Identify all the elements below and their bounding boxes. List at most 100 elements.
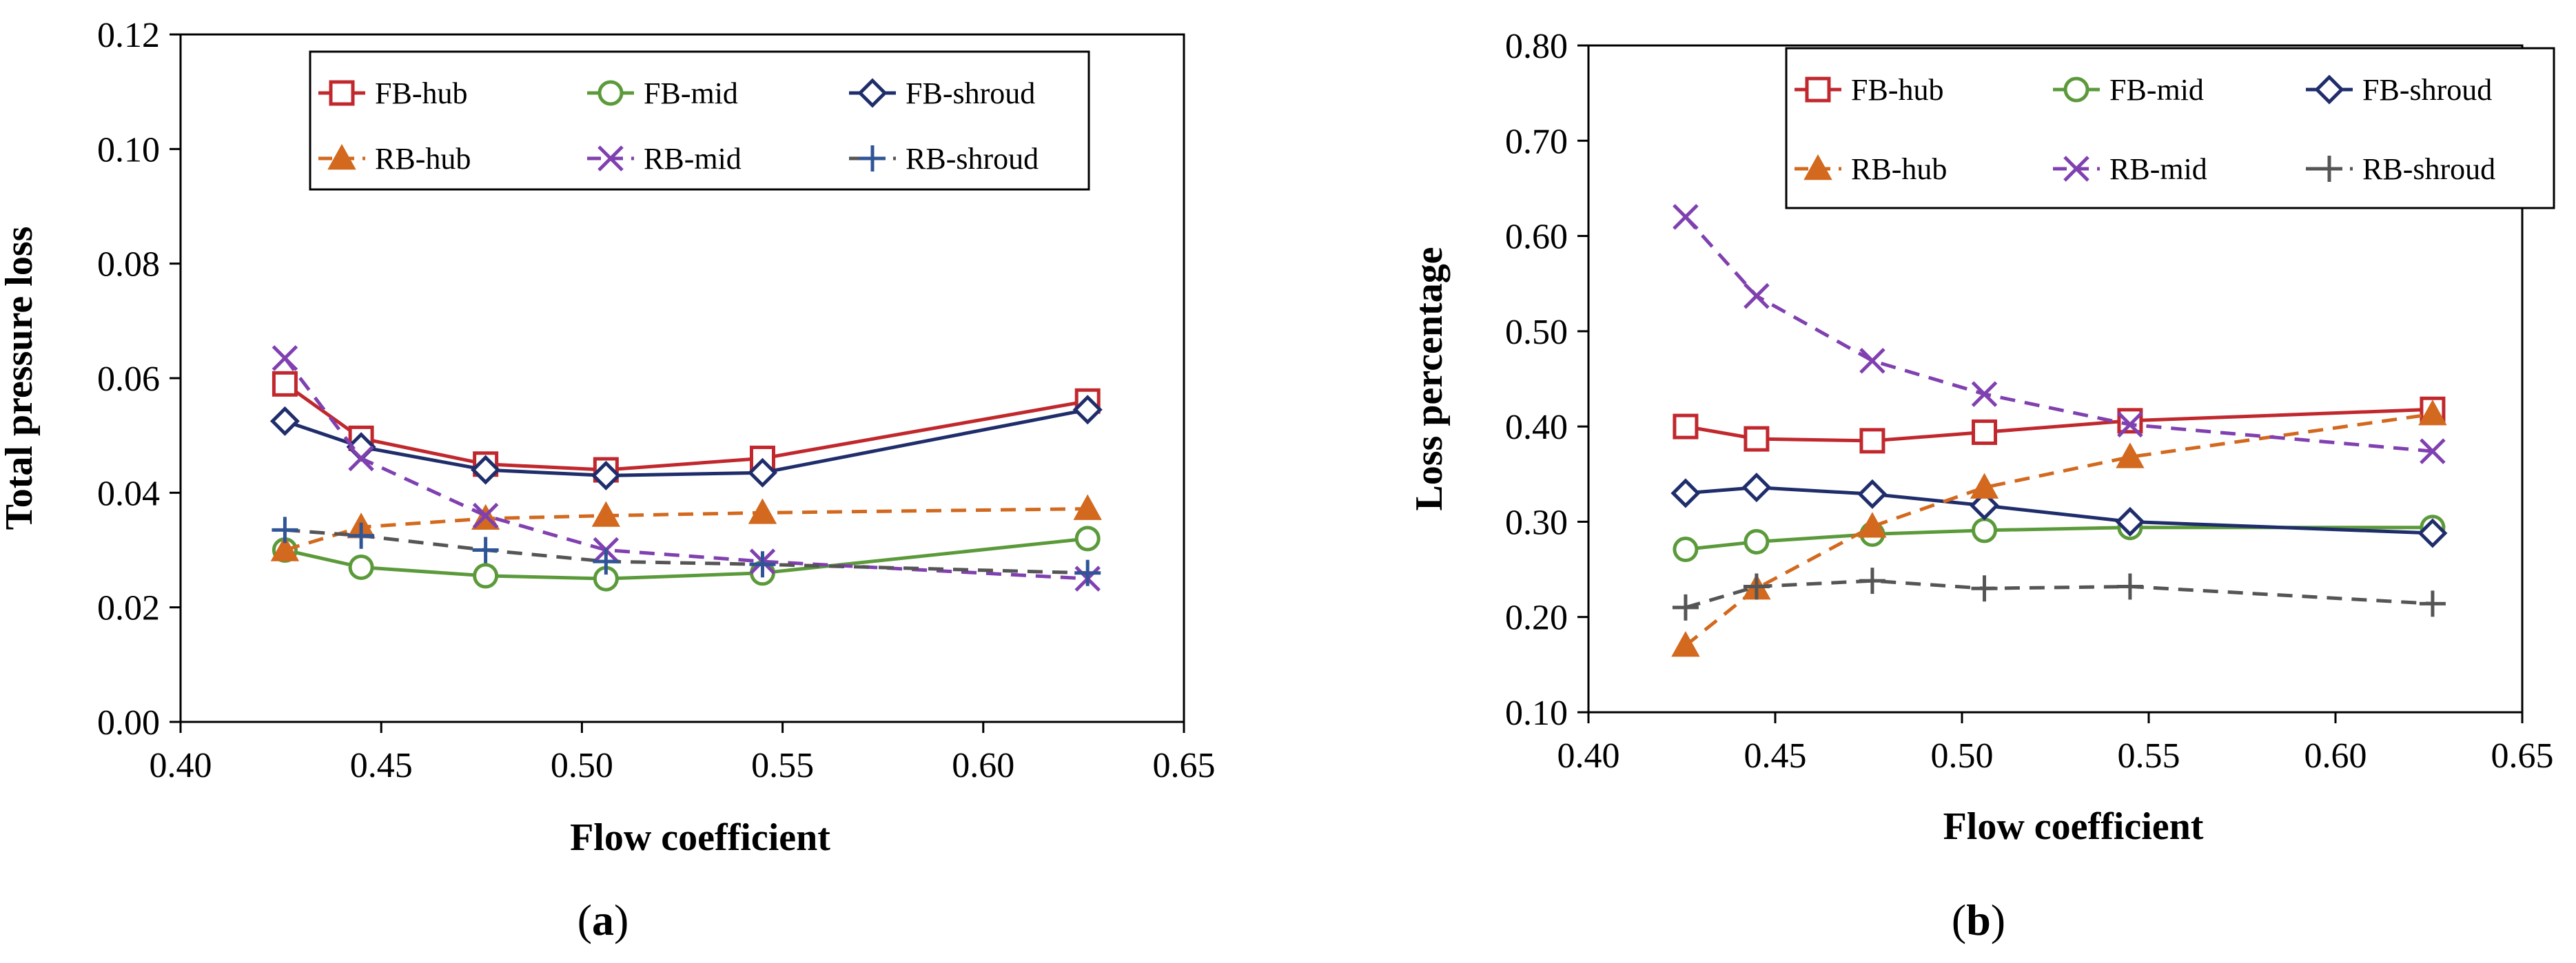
legend: FB-hub FB-mid FB-shroud RB-hub RB-mid RB-shro… bbox=[309, 50, 1090, 191]
legend-label: FB-hub bbox=[1851, 73, 1943, 107]
legend-item-fb-shroud: FB-shroud bbox=[849, 76, 1035, 110]
data-point-fb-mid bbox=[473, 563, 499, 589]
legend-marker bbox=[597, 145, 624, 172]
legend-label: RB-hub bbox=[375, 142, 471, 176]
data-point-rb-mid bbox=[2420, 438, 2446, 464]
data-point-fb-shroud bbox=[2417, 518, 2448, 548]
x-tick-label: 0.40 bbox=[150, 746, 212, 785]
data-point-rb-hub bbox=[1970, 473, 1999, 499]
data-point-rb-shroud bbox=[272, 517, 298, 543]
x-tick-label: 0.55 bbox=[751, 746, 814, 785]
data-point-rb-hub bbox=[748, 498, 777, 524]
data-point-fb-hub bbox=[2117, 408, 2143, 434]
y-tick-label: 0.06 bbox=[97, 360, 160, 399]
x-tick-label: 0.50 bbox=[1931, 736, 1994, 776]
data-point-rb-shroud bbox=[2116, 573, 2143, 600]
series-fb-shroud bbox=[269, 395, 1103, 490]
data-point-rb-hub bbox=[591, 501, 621, 527]
y-tick-label: 0.80 bbox=[1505, 27, 1568, 66]
legend-marker bbox=[2314, 74, 2344, 105]
legend-marker bbox=[1803, 154, 1832, 180]
data-point-fb-hub bbox=[1859, 428, 1885, 454]
series-line-rb-mid bbox=[283, 357, 1088, 581]
series-rb-shroud bbox=[1672, 568, 2446, 621]
y-tick-label: 0.08 bbox=[97, 245, 160, 284]
legend-marker bbox=[327, 143, 356, 170]
data-point-rb-hub bbox=[2418, 400, 2447, 426]
panel-label-close: ) bbox=[1991, 895, 2005, 944]
data-point-rb-shroud bbox=[593, 548, 620, 575]
data-point-fb-shroud bbox=[1072, 395, 1103, 425]
legend: FB-hub FB-mid FB-shroud RB-hub RB-mid RB-shro… bbox=[1785, 47, 2555, 209]
series-rb-shroud bbox=[272, 517, 1101, 586]
panel-label-close: ) bbox=[614, 895, 628, 944]
series-line-rb-hub bbox=[284, 507, 1088, 552]
data-point-rb-mid bbox=[272, 345, 298, 371]
panel-label-letter: b bbox=[1966, 895, 1991, 944]
data-point-fb-hub bbox=[272, 371, 298, 397]
series-line-fb-hub bbox=[1685, 407, 2433, 443]
panel-label: (b) bbox=[1952, 895, 2005, 944]
y-tick-label: 0.12 bbox=[97, 16, 160, 55]
data-point-rb-shroud bbox=[472, 537, 499, 563]
data-point-rb-shroud bbox=[348, 522, 375, 549]
data-point-fb-shroud bbox=[1741, 473, 1772, 503]
chart-panel-b: 0.40 0.45 0.50 0.55 0.60 0.65 0.10 0.20 0.30 0.40… bbox=[1408, 27, 2555, 944]
legend-label: RB-mid bbox=[2109, 152, 2207, 186]
y-axis-title: Loss percentage bbox=[1408, 247, 1451, 510]
data-point-rb-shroud bbox=[1672, 594, 1699, 621]
data-point-rb-hub bbox=[1671, 631, 1700, 657]
series-rb-mid bbox=[1673, 204, 2446, 464]
legend-item-fb-shroud: FB-shroud bbox=[2306, 73, 2492, 107]
series-line-fb-shroud bbox=[284, 408, 1088, 477]
y-tick-label: 0.10 bbox=[97, 130, 160, 169]
data-point-fb-hub bbox=[1972, 419, 1998, 445]
data-point-fb-mid bbox=[1074, 526, 1101, 552]
data-point-fb-mid bbox=[348, 554, 374, 580]
x-tick-label: 0.40 bbox=[1557, 736, 1620, 776]
legend-marker bbox=[2063, 76, 2089, 103]
y-tick-label: 0.04 bbox=[97, 474, 160, 513]
legend-marker bbox=[2063, 156, 2089, 182]
data-point-rb-hub bbox=[2116, 442, 2145, 468]
plot-area-frame bbox=[1587, 44, 2524, 714]
legend-label: FB-shroud bbox=[906, 76, 1035, 110]
data-point-fb-hub bbox=[1744, 426, 1770, 452]
series-rb-mid bbox=[272, 345, 1101, 592]
legend-marker bbox=[859, 145, 886, 172]
x-tick-label: 0.45 bbox=[350, 746, 413, 785]
data-point-fb-shroud bbox=[1670, 478, 1701, 508]
series-line-rb-mid bbox=[1684, 216, 2433, 453]
panel-label-open: ( bbox=[1952, 895, 1966, 944]
data-point-rb-shroud bbox=[1743, 573, 1770, 600]
panel-label-letter: a bbox=[592, 895, 614, 944]
data-point-fb-mid bbox=[1972, 517, 1998, 543]
data-point-rb-mid bbox=[1673, 204, 1699, 230]
legend-item-fb-hub: FB-hub bbox=[1795, 73, 1943, 107]
data-point-fb-shroud bbox=[591, 460, 621, 490]
x-tick-label: 0.65 bbox=[2491, 736, 2554, 776]
x-axis-title: Flow coefficient bbox=[1943, 805, 2204, 848]
y-tick-label: 0.50 bbox=[1505, 313, 1568, 352]
y-tick-label: 0.70 bbox=[1505, 122, 1568, 161]
series-line-rb-shroud bbox=[1685, 579, 2433, 610]
legend-marker bbox=[329, 80, 355, 106]
legend-marker bbox=[857, 78, 888, 108]
legend-label: FB-mid bbox=[644, 76, 738, 110]
y-tick-label: 0.30 bbox=[1505, 503, 1568, 542]
data-point-rb-shroud bbox=[2419, 590, 2446, 617]
x-tick-label: 0.60 bbox=[952, 746, 1014, 785]
y-tick-label: 0.10 bbox=[1505, 694, 1568, 733]
data-point-fb-shroud bbox=[471, 455, 501, 485]
x-tick-label: 0.55 bbox=[2118, 736, 2180, 776]
legend-item-rb-shroud: RB-shroud bbox=[849, 142, 1039, 176]
x-tick-label: 0.50 bbox=[551, 746, 613, 785]
series-line-fb-hub bbox=[283, 382, 1088, 472]
legend-box bbox=[309, 50, 1090, 191]
panel-label: (a) bbox=[577, 895, 629, 944]
data-point-fb-shroud bbox=[269, 406, 300, 436]
x-tick-label: 0.65 bbox=[1153, 746, 1216, 785]
y-tick-label: 0.60 bbox=[1505, 218, 1568, 257]
legend-marker bbox=[1805, 76, 1831, 103]
legend-item-fb-hub: FB-hub bbox=[318, 76, 467, 110]
